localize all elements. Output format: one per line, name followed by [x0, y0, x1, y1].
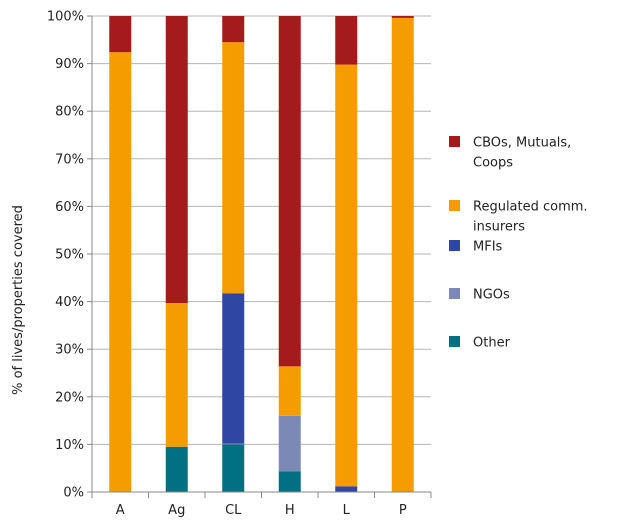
- y-tick-label: 30%: [55, 343, 84, 358]
- x-tick-label: H: [285, 503, 295, 518]
- bar-segment-p-regulated-comm-insurers: [391, 17, 414, 493]
- legend-label: NGOs: [473, 288, 510, 303]
- y-tick-label: 100%: [47, 10, 84, 25]
- legend-label-line: Regulated comm.: [473, 200, 588, 215]
- bar-segment-ag-cbos-mutuals-coops: [165, 16, 188, 304]
- legend-label: Regulated comm. insurers: [473, 200, 588, 235]
- grid: [92, 15, 431, 445]
- legend-swatch: [449, 288, 460, 299]
- y-tick-label: 80%: [55, 105, 84, 120]
- bar-segment-cl-mfis: [222, 293, 245, 444]
- y-tick-label: 0%: [63, 486, 84, 501]
- legend-swatch: [449, 240, 460, 251]
- legend-label-line: MFIs: [473, 240, 503, 255]
- legend-label: CBOs, Mutuals, Coops: [473, 136, 571, 171]
- x-tick-label: CL: [225, 503, 242, 518]
- x-tick-label: Ag: [168, 503, 185, 518]
- legend: CBOs, Mutuals, Coops Regulated comm. insure…: [449, 136, 588, 351]
- x-tick-labels: A Ag CL H L P: [116, 503, 407, 518]
- bar-segment-h-cbos-mutuals-coops: [278, 16, 301, 367]
- legend-label-line: Coops: [473, 156, 513, 171]
- y-tick-labels: 0% 10% 20% 30% 40% 50% 60% 70% 80% 90% 100%: [47, 10, 84, 501]
- bars: [109, 16, 414, 493]
- bar-segment-l-cbos-mutuals-coops: [335, 16, 358, 65]
- bar-segment-a-cbos-mutuals-coops: [109, 16, 132, 53]
- bar-segment-h-other: [278, 471, 301, 492]
- legend-swatch: [449, 200, 460, 211]
- y-tick-label: 90%: [55, 57, 84, 72]
- x-tick-label: P: [399, 503, 407, 518]
- y-tick-label: 20%: [55, 390, 84, 405]
- y-tick-label: 40%: [55, 295, 84, 310]
- x-tick-label: L: [343, 503, 351, 518]
- bar-segment-ag-regulated-comm-insurers: [165, 303, 188, 447]
- legend-swatch: [449, 336, 460, 347]
- legend-label: MFIs: [473, 240, 503, 255]
- bar-segment-cl-other: [222, 444, 245, 492]
- y-tick-label: 60%: [55, 200, 84, 215]
- bar-segment-cl-ngos: [222, 443, 245, 445]
- y-axis-title: % of lives/properties covered: [11, 205, 26, 395]
- legend-swatch: [449, 136, 460, 147]
- bar-segment-a-regulated-comm-insurers: [109, 52, 132, 493]
- bar-segment-h-ngos: [278, 415, 301, 472]
- legend-label-line: CBOs, Mutuals,: [473, 136, 571, 151]
- legend-label-line: NGOs: [473, 288, 510, 303]
- legend-label-line: Other: [473, 336, 511, 351]
- y-tick-label: 50%: [55, 248, 84, 263]
- bar-segment-cl-cbos-mutuals-coops: [222, 16, 245, 43]
- bar-segment-l-mfis: [335, 486, 358, 492]
- bar-segment-h-regulated-comm-insurers: [278, 366, 301, 416]
- bar-segment-cl-regulated-comm-insurers: [222, 42, 245, 294]
- bar-segment-ag-other: [165, 446, 188, 492]
- y-tick-label: 70%: [55, 152, 84, 167]
- y-tick-label: 10%: [55, 438, 84, 453]
- legend-label-line: insurers: [473, 220, 525, 235]
- legend-label: Other: [473, 336, 511, 351]
- axes: [87, 15, 432, 498]
- x-tick-label: A: [116, 503, 125, 518]
- bar-segment-p-cbos-mutuals-coops: [391, 16, 414, 18]
- bar-segment-l-regulated-comm-insurers: [335, 64, 358, 487]
